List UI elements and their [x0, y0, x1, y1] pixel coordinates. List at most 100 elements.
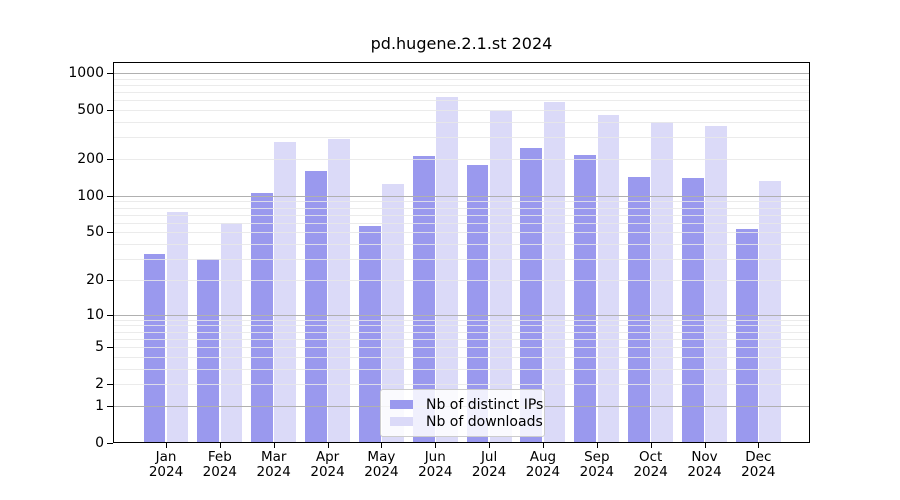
- x-tick-label-mar: Mar 2024: [256, 449, 291, 480]
- bar-distinct-ips-mar: [251, 192, 273, 443]
- y-tick-50: [107, 232, 113, 234]
- bar-downloads-jul: [489, 111, 512, 443]
- x-tick-label-jun: Jun 2024: [418, 449, 453, 480]
- y-tick-0: [107, 443, 113, 444]
- y-tick-100: [107, 195, 113, 197]
- y-tick-label-1000: 1000: [68, 65, 104, 81]
- gridline-minor-200: [114, 158, 809, 160]
- bar-distinct-ips-apr: [305, 170, 327, 443]
- gridline-major-1000: [114, 73, 809, 74]
- bar-downloads-oct: [651, 122, 674, 443]
- x-tick-label-feb: Feb 2024: [202, 449, 238, 480]
- gridline-minor-50: [114, 232, 809, 234]
- bar-downloads-feb: [220, 222, 243, 443]
- y-tick-label-200: 200: [77, 150, 104, 167]
- x-tick-aug: [542, 443, 544, 448]
- gridline-minor-700: [114, 92, 809, 94]
- gridline-minor-2: [114, 384, 809, 386]
- x-tick-feb: [219, 443, 221, 448]
- bar-distinct-ips-jul: [466, 164, 489, 443]
- x-tick-label-aug: Aug 2024: [525, 449, 561, 480]
- gridline-minor-7: [114, 331, 809, 333]
- x-tick-may: [381, 443, 383, 448]
- x-tick-dec: [758, 443, 760, 448]
- legend-label-downloads: Nb of downloads: [426, 413, 543, 430]
- y-tick-10: [107, 314, 113, 316]
- gridline-minor-80: [114, 207, 809, 209]
- gridline-minor-9: [114, 319, 809, 321]
- bar-downloads-dec: [759, 180, 781, 443]
- legend-swatch-downloads: [390, 417, 413, 426]
- y-tick-label-1: 1: [95, 397, 104, 414]
- gridline-minor-400: [114, 121, 809, 123]
- y-tick-200: [107, 158, 113, 160]
- gridline-minor-60: [114, 222, 809, 224]
- x-tick-apr: [327, 443, 329, 448]
- gridline-minor-800: [114, 84, 809, 86]
- bar-distinct-ips-dec: [735, 229, 758, 443]
- y-tick-label-0: 0: [95, 435, 104, 451]
- gridline-major-10: [114, 314, 809, 316]
- x-tick-label-dec: Dec 2024: [741, 449, 776, 480]
- bar-distinct-ips-sep: [574, 155, 597, 443]
- gridline-minor-5: [114, 347, 809, 349]
- gridline-minor-4: [114, 356, 809, 358]
- y-tick-20: [107, 279, 113, 281]
- bar-downloads-nov: [705, 126, 727, 443]
- y-tick-5: [107, 347, 113, 349]
- y-tick-label-500: 500: [77, 102, 104, 119]
- gridline-minor-300: [114, 137, 809, 139]
- x-tick-label-nov: Nov 2024: [687, 449, 722, 480]
- bar-distinct-ips-nov: [682, 178, 704, 443]
- x-tick-label-sep: Sep 2024: [579, 449, 614, 480]
- gridline-minor-40: [114, 244, 809, 246]
- y-tick-label-100: 100: [77, 187, 104, 204]
- x-tick-label-oct: Oct 2024: [633, 449, 668, 480]
- y-tick-label-50: 50: [86, 224, 104, 241]
- bar-downloads-sep: [597, 115, 620, 443]
- y-tick-label-10: 10: [86, 306, 104, 323]
- x-tick-nov: [704, 443, 706, 448]
- bar-downloads-aug: [543, 102, 566, 443]
- chart-title: pd.hugene.2.1.st 2024: [370, 34, 553, 53]
- bar-distinct-ips-may: [358, 225, 381, 443]
- gridline-major-100: [114, 195, 809, 197]
- x-tick-label-apr: Apr 2024: [310, 449, 345, 480]
- gridline-minor-30: [114, 259, 809, 261]
- x-tick-jul: [489, 443, 491, 448]
- x-tick-label-may: May 2024: [364, 449, 399, 480]
- x-tick-label-jul: Jul 2024: [471, 449, 507, 480]
- gridline-minor-900: [114, 78, 809, 80]
- legend-item-downloads: Nb of downloads: [390, 414, 543, 430]
- x-tick-mar: [273, 443, 275, 448]
- y-tick-label-5: 5: [95, 339, 104, 356]
- y-tick-500: [107, 110, 113, 112]
- y-tick-label-20: 20: [86, 271, 104, 288]
- legend-item-distinct-ips: Nb of distinct IPs: [390, 397, 543, 413]
- x-tick-sep: [596, 443, 598, 448]
- bar-distinct-ips-feb: [197, 259, 220, 443]
- legend-label-distinct-ips: Nb of distinct IPs: [426, 396, 544, 413]
- gridline-minor-600: [114, 100, 809, 102]
- gridline-minor-3: [114, 368, 809, 370]
- y-tick-1: [107, 405, 113, 407]
- gridline-minor-20: [114, 279, 809, 281]
- y-tick-2: [107, 384, 113, 386]
- legend: Nb of distinct IPs Nb of downloads: [380, 389, 545, 437]
- x-tick-label-jan: Jan 2024: [148, 449, 184, 480]
- gridline-minor-6: [114, 338, 809, 340]
- gridline-minor-70: [114, 214, 809, 216]
- bar-distinct-ips-jun: [412, 156, 435, 443]
- gridline-minor-90: [114, 201, 809, 203]
- x-tick-jun: [435, 443, 437, 448]
- bar-downloads-jan: [166, 211, 189, 443]
- bar-downloads-may: [382, 183, 404, 443]
- x-tick-oct: [650, 443, 652, 448]
- bar-distinct-ips-jan: [143, 254, 166, 443]
- bar-downloads-jun: [435, 96, 458, 443]
- bar-downloads-mar: [274, 142, 297, 443]
- y-tick-1000: [107, 73, 113, 74]
- bar-downloads-apr: [328, 139, 351, 443]
- legend-swatch-distinct-ips: [390, 400, 413, 409]
